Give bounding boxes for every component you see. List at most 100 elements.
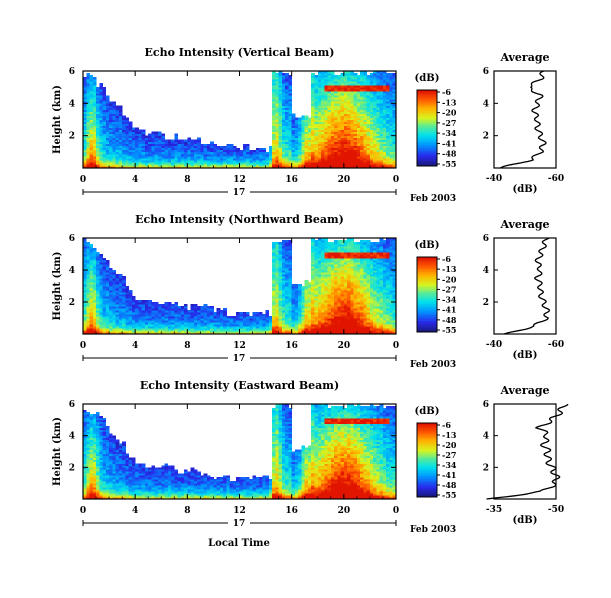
heatmap-cell: [102, 272, 107, 275]
heatmap-cell: [363, 115, 368, 118]
heatmap-cell: [392, 89, 397, 92]
heatmap-cell: [125, 328, 130, 331]
heatmap-cell: [343, 111, 348, 114]
heatmap-cell: [343, 73, 348, 76]
heatmap-cell: [141, 163, 146, 167]
heatmap-cell: [272, 302, 276, 305]
heatmap-cell: [135, 165, 139, 169]
heatmap-cell: [184, 141, 188, 145]
heatmap-cell: [249, 318, 253, 321]
heatmap-cell: [96, 332, 100, 335]
heatmap-cell: [294, 147, 299, 151]
heatmap-cell: [386, 157, 390, 161]
heatmap-cell: [343, 328, 348, 331]
heatmap-cell: [392, 111, 397, 114]
heatmap-cell: [366, 89, 371, 92]
heatmap-cell: [317, 137, 322, 141]
heatmap-cell: [216, 332, 221, 335]
heatmap-cell: [330, 111, 335, 114]
heatmap-cell: [171, 153, 175, 157]
heatmap-cell: [174, 157, 178, 161]
heatmap-cell: [206, 145, 211, 149]
colorbar-band: [417, 160, 437, 163]
heatmap-cell: [226, 326, 231, 329]
heatmap-cell: [278, 153, 283, 157]
heatmap-cell: [314, 276, 319, 279]
heatmap-cell: [363, 91, 368, 94]
heatmap-cell: [242, 163, 247, 167]
heatmap-cell: [330, 274, 335, 277]
heatmap-cell: [307, 328, 312, 331]
heatmap-cell: [353, 137, 358, 141]
heatmap-cell: [89, 91, 94, 94]
heatmap-cell: [112, 310, 116, 313]
heatmap-cell: [285, 290, 289, 293]
heatmap-cell: [275, 161, 280, 165]
heatmap-cell: [96, 294, 100, 297]
heatmap-cell: [311, 155, 315, 159]
heatmap-cell: [285, 145, 289, 149]
heatmap-cell: [242, 312, 247, 315]
heatmap-cell: [275, 159, 280, 163]
heatmap-cell: [317, 95, 322, 98]
heatmap-cell: [327, 310, 332, 313]
heatmap-cell: [363, 145, 368, 149]
heatmap-cell: [314, 318, 319, 321]
heatmap-cell: [99, 127, 103, 130]
heatmap-cell: [102, 290, 107, 293]
heatmap-cell: [350, 99, 355, 102]
heatmap-cell: [115, 318, 120, 321]
heatmap-cell: [317, 294, 322, 297]
heatmap-cell: [327, 300, 332, 303]
heatmap-cell: [278, 93, 283, 96]
heatmap-cell: [330, 260, 335, 263]
heatmap-cell: [187, 318, 191, 321]
heatmap-cell: [311, 284, 315, 287]
heatmap-cell: [99, 294, 103, 297]
heatmap-cell: [128, 157, 133, 161]
heatmap-cell: [144, 302, 149, 305]
heatmap-cell: [337, 300, 341, 303]
heatmap-cell: [138, 135, 143, 139]
heatmap-cell: [92, 157, 97, 161]
heatmap-cell: [373, 141, 377, 145]
heatmap-cell: [386, 127, 390, 130]
heatmap-cell: [281, 252, 286, 255]
heatmap-cell: [200, 328, 205, 331]
heatmap-cell: [275, 302, 280, 305]
heatmap-cell: [272, 294, 276, 297]
heatmap-cell: [92, 274, 97, 277]
heatmap-cell: [301, 290, 306, 293]
heatmap-cell: [288, 310, 293, 313]
heatmap-cell: [210, 157, 214, 161]
x-tick-label: 0: [393, 175, 399, 185]
heatmap-cell: [141, 318, 146, 321]
heatmap-cell: [216, 157, 221, 161]
heatmap-cell: [347, 81, 351, 84]
heatmap-cell: [203, 159, 208, 163]
heatmap-cell: [89, 131, 94, 135]
heatmap-cell: [96, 163, 100, 167]
heatmap-cell: [337, 91, 341, 94]
heatmap-cell: [161, 145, 165, 149]
heatmap-cell: [144, 151, 149, 155]
heatmap-cell: [89, 157, 94, 161]
heatmap-cell: [324, 260, 328, 263]
heatmap-cell: [177, 145, 182, 149]
heatmap-cell: [141, 308, 146, 311]
heatmap-cell: [311, 308, 315, 311]
heatmap-cell: [379, 81, 384, 84]
heatmap-cell: [144, 308, 149, 311]
heatmap-cell: [272, 254, 276, 257]
heatmap-cell: [307, 320, 312, 323]
heatmap-cell: [167, 161, 172, 165]
heatmap-cell: [265, 324, 270, 327]
heatmap-cell: [363, 95, 368, 98]
heatmap-cell: [314, 306, 319, 309]
heatmap-cell: [86, 107, 90, 110]
heatmap-cell: [249, 316, 253, 319]
heatmap-cell: [321, 288, 325, 291]
heatmap-cell: [99, 93, 103, 96]
heatmap-cell: [327, 242, 332, 245]
heatmap-cell: [298, 155, 302, 159]
